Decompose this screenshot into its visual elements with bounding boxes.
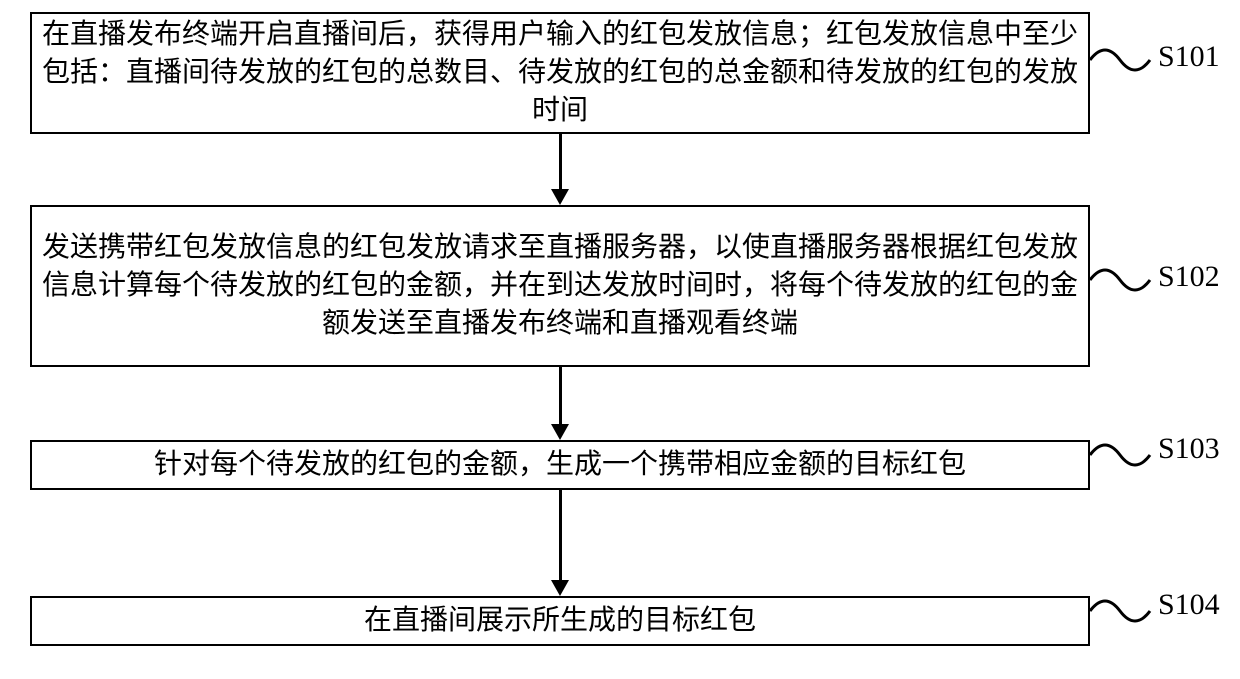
label-connector-s102 bbox=[1090, 255, 1158, 305]
connector-arrow-2 bbox=[551, 424, 569, 440]
connector-arrow-3 bbox=[551, 580, 569, 596]
connector-arrow-1 bbox=[551, 189, 569, 205]
connector-line-3 bbox=[559, 490, 562, 580]
step-label-s102: S102 bbox=[1158, 260, 1220, 294]
label-connector-s103 bbox=[1090, 430, 1158, 480]
connector-line-1 bbox=[559, 134, 562, 189]
step-label-s103: S103 bbox=[1158, 432, 1220, 466]
flowchart-container: 在直播发布终端开启直播间后，获得用户输入的红包发放信息；红包发放信息中至少包括：… bbox=[0, 0, 1240, 679]
step-text: 针对每个待发放的红包的金额，生成一个携带相应金额的目标红包 bbox=[154, 446, 966, 484]
label-connector-s104 bbox=[1090, 586, 1158, 636]
step-text: 在直播间展示所生成的目标红包 bbox=[364, 602, 756, 640]
step-box-s101: 在直播发布终端开启直播间后，获得用户输入的红包发放信息；红包发放信息中至少包括：… bbox=[30, 12, 1090, 134]
step-box-s104: 在直播间展示所生成的目标红包 bbox=[30, 596, 1090, 646]
step-text: 在直播发布终端开启直播间后，获得用户输入的红包发放信息；红包发放信息中至少包括：… bbox=[42, 16, 1078, 129]
step-box-s102: 发送携带红包发放信息的红包发放请求至直播服务器，以使直播服务器根据红包发放信息计… bbox=[30, 205, 1090, 367]
step-label-s101: S101 bbox=[1158, 40, 1220, 74]
step-label-s104: S104 bbox=[1158, 588, 1220, 622]
label-connector-s101 bbox=[1090, 35, 1158, 85]
step-box-s103: 针对每个待发放的红包的金额，生成一个携带相应金额的目标红包 bbox=[30, 440, 1090, 490]
connector-line-2 bbox=[559, 367, 562, 424]
step-text: 发送携带红包发放信息的红包发放请求至直播服务器，以使直播服务器根据红包发放信息计… bbox=[42, 229, 1078, 342]
